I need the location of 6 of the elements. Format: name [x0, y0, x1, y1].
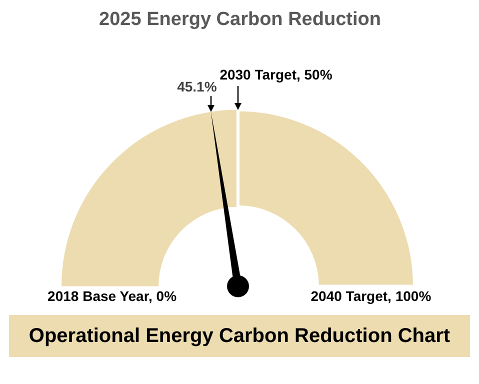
slice-label: 45.1%: [177, 78, 218, 95]
text: Operational Energy Carbon Reduction Chart: [9, 315, 470, 357]
text: 2030 Target, 50%: [220, 66, 333, 83]
text: 2040 Target, 100%: [310, 288, 432, 304]
text: 2018 Base Year, 0%: [48, 288, 178, 304]
chart-title: 2025 Energy Carbon Reduction: [99, 9, 381, 30]
